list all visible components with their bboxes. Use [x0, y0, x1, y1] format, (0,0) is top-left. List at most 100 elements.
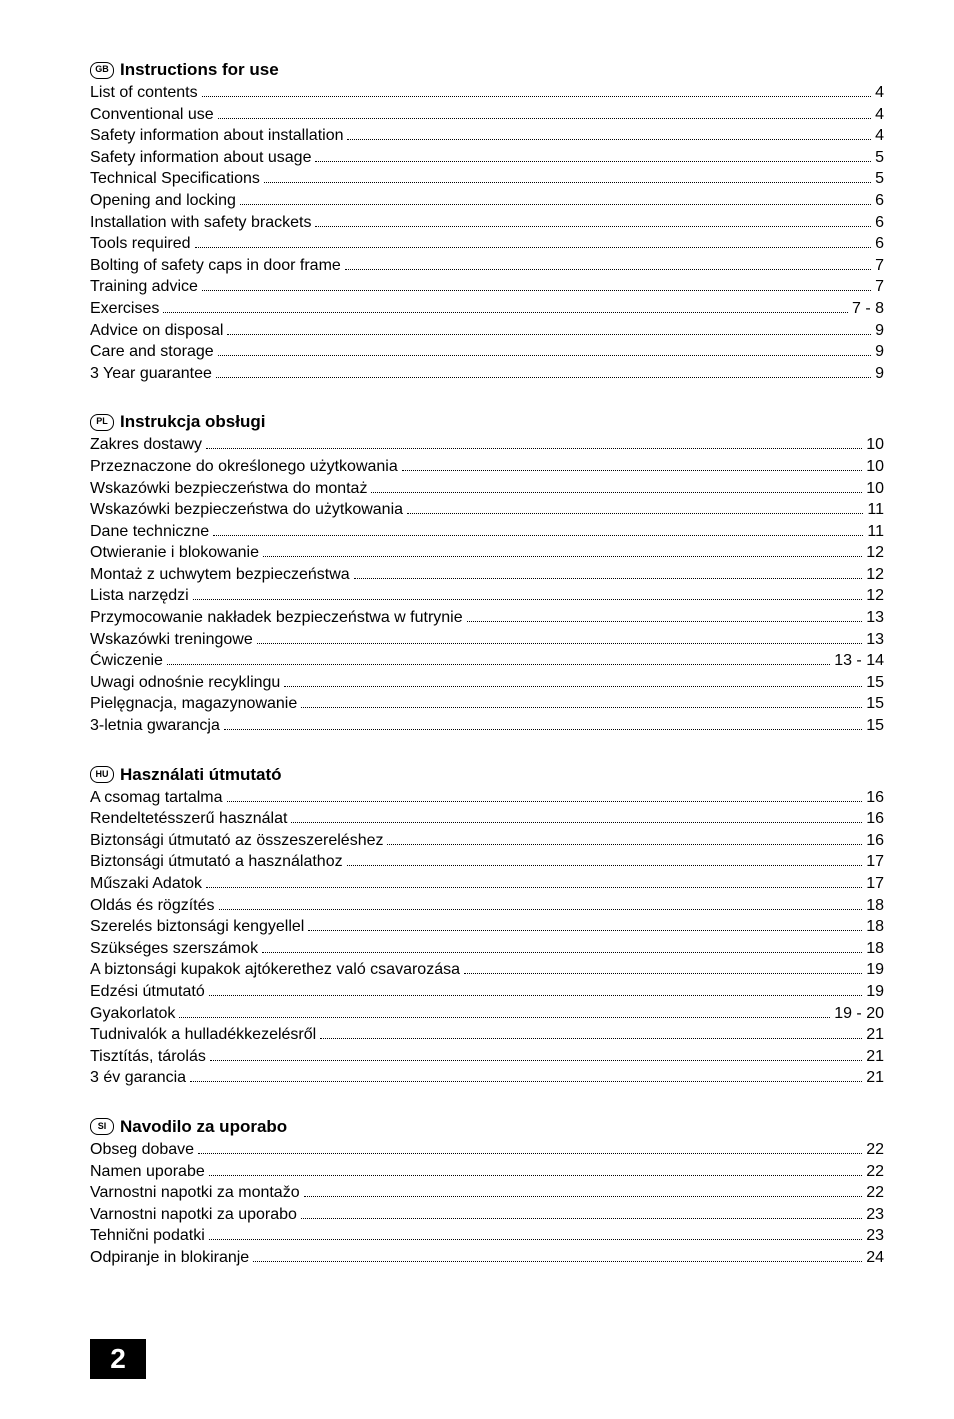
toc-section: PLInstrukcja obsługiZakres dostawy10Prze… [90, 412, 884, 736]
toc-row: Uwagi odnośnie recyklingu15 [90, 672, 884, 694]
toc-row: Namen uporabe22 [90, 1161, 884, 1183]
toc-page-number: 18 [866, 916, 884, 938]
toc-label: Edzési útmutató [90, 981, 205, 1003]
toc-leader-dots [193, 599, 862, 600]
toc-page-number: 5 [875, 147, 884, 169]
toc-row: Szerelés biztonsági kengyellel18 [90, 916, 884, 938]
toc-leader-dots [371, 492, 862, 493]
toc-label: Installation with safety brackets [90, 212, 311, 234]
toc-leader-dots [304, 1196, 863, 1197]
toc-section: HUHasználati útmutatóA csomag tartalma16… [90, 765, 884, 1089]
toc-page-number: 19 [866, 981, 884, 1003]
toc-leader-dots [291, 822, 862, 823]
toc-label: Pielęgnacja, magazynowanie [90, 693, 297, 715]
toc-page-number: 22 [866, 1182, 884, 1204]
toc-page-number: 23 [866, 1204, 884, 1226]
toc-row: Wskazówki treningowe13 [90, 629, 884, 651]
section-title: Instructions for use [120, 60, 279, 80]
toc-label: Ćwiczenie [90, 650, 163, 672]
toc-label: Namen uporabe [90, 1161, 205, 1183]
toc-label: Opening and locking [90, 190, 236, 212]
section-header: SINavodilo za uporabo [90, 1117, 884, 1137]
toc-row: Varnostni napotki za montažo 22 [90, 1182, 884, 1204]
toc-page-number: 15 [866, 672, 884, 694]
toc-leader-dots [284, 686, 862, 687]
toc-label: Tudnivalók a hulladékkezelésről [90, 1024, 316, 1046]
toc-row: Conventional use4 [90, 104, 884, 126]
toc-leader-dots [224, 729, 862, 730]
toc-leader-dots [213, 535, 863, 536]
toc-leader-dots [320, 1038, 862, 1039]
toc-leader-dots [219, 909, 863, 910]
toc-label: Lista narzędzi [90, 585, 189, 607]
toc-label: List of contents [90, 82, 198, 104]
toc-label: Technical Specifications [90, 168, 260, 190]
toc-label: Przeznaczone do określonego użytkowania [90, 456, 398, 478]
section-title: Használati útmutató [120, 765, 282, 785]
toc-leader-dots [315, 161, 871, 162]
toc-leader-dots [347, 139, 871, 140]
toc-page-number: 11 [867, 521, 884, 543]
toc-leader-dots [209, 995, 862, 996]
toc-page-number: 13 [866, 629, 884, 651]
toc-leader-dots [464, 973, 862, 974]
toc-label: Tools required [90, 233, 191, 255]
toc-label: Varnostni napotki za montažo [90, 1182, 300, 1204]
toc-page-number: 12 [866, 542, 884, 564]
toc-page-number: 22 [866, 1139, 884, 1161]
page-number: 2 [90, 1339, 146, 1379]
toc-leader-dots [301, 707, 862, 708]
page-container: GBInstructions for useList of contents4C… [0, 0, 954, 1419]
section-header: PLInstrukcja obsługi [90, 412, 884, 432]
toc-label: Bolting of safety caps in door frame [90, 255, 341, 277]
toc-page-number: 21 [866, 1046, 884, 1068]
toc-leader-dots [315, 226, 871, 227]
toc-row: Varnostni napotki za uporabo23 [90, 1204, 884, 1226]
toc-row: Biztonsági útmutató az összeszereléshez1… [90, 830, 884, 852]
toc-page-number: 13 - 14 [834, 650, 884, 672]
toc-row: Wskazówki bezpieczeństwa do użytkowania1… [90, 499, 884, 521]
toc-page-number: 10 [866, 434, 884, 456]
toc-sections: GBInstructions for useList of contents4C… [90, 60, 884, 1269]
toc-label: Obseg dobave [90, 1139, 194, 1161]
toc-row: Przymocowanie nakładek bezpieczeństwa w … [90, 607, 884, 629]
toc-page-number: 6 [875, 212, 884, 234]
toc-page-number: 21 [866, 1067, 884, 1089]
toc-leader-dots [167, 664, 830, 665]
toc-page-number: 16 [866, 787, 884, 809]
toc-leader-dots [209, 1239, 862, 1240]
toc-section: GBInstructions for useList of contents4C… [90, 60, 884, 384]
toc-leader-dots [345, 269, 871, 270]
toc-page-number: 24 [866, 1247, 884, 1269]
language-badge-icon: SI [90, 1118, 114, 1135]
section-header: GBInstructions for use [90, 60, 884, 80]
toc-label: Przymocowanie nakładek bezpieczeństwa w … [90, 607, 463, 629]
toc-row: Műszaki Adatok17 [90, 873, 884, 895]
toc-page-number: 4 [875, 82, 884, 104]
toc-page-number: 18 [866, 895, 884, 917]
toc-label: Safety information about installation [90, 125, 343, 147]
toc-row: Advice on disposal9 [90, 320, 884, 342]
toc-row: Bolting of safety caps in door frame 7 [90, 255, 884, 277]
toc-row: A biztonsági kupakok ajtókerethez való c… [90, 959, 884, 981]
toc-row: Pielęgnacja, magazynowanie15 [90, 693, 884, 715]
toc-leader-dots [190, 1081, 862, 1082]
toc-row: Care and storage9 [90, 341, 884, 363]
toc-leader-dots [206, 448, 862, 449]
toc-page-number: 12 [866, 585, 884, 607]
language-badge-icon: PL [90, 414, 114, 431]
toc-row: Edzési útmutató 19 [90, 981, 884, 1003]
toc-page-number: 17 [866, 873, 884, 895]
toc-row: Training advice7 [90, 276, 884, 298]
toc-label: Szükséges szerszámok [90, 938, 258, 960]
toc-page-number: 4 [875, 104, 884, 126]
toc-leader-dots [264, 182, 871, 183]
toc-row: Installation with safety brackets 6 [90, 212, 884, 234]
toc-page-number: 4 [875, 125, 884, 147]
toc-row: 3 Year guarantee9 [90, 363, 884, 385]
toc-label: Rendeltetésszerű használat [90, 808, 287, 830]
toc-label: Gyakorlatok [90, 1003, 175, 1025]
toc-row: 3-letnia gwarancja15 [90, 715, 884, 737]
toc-page-number: 7 [875, 255, 884, 277]
toc-row: A csomag tartalma16 [90, 787, 884, 809]
